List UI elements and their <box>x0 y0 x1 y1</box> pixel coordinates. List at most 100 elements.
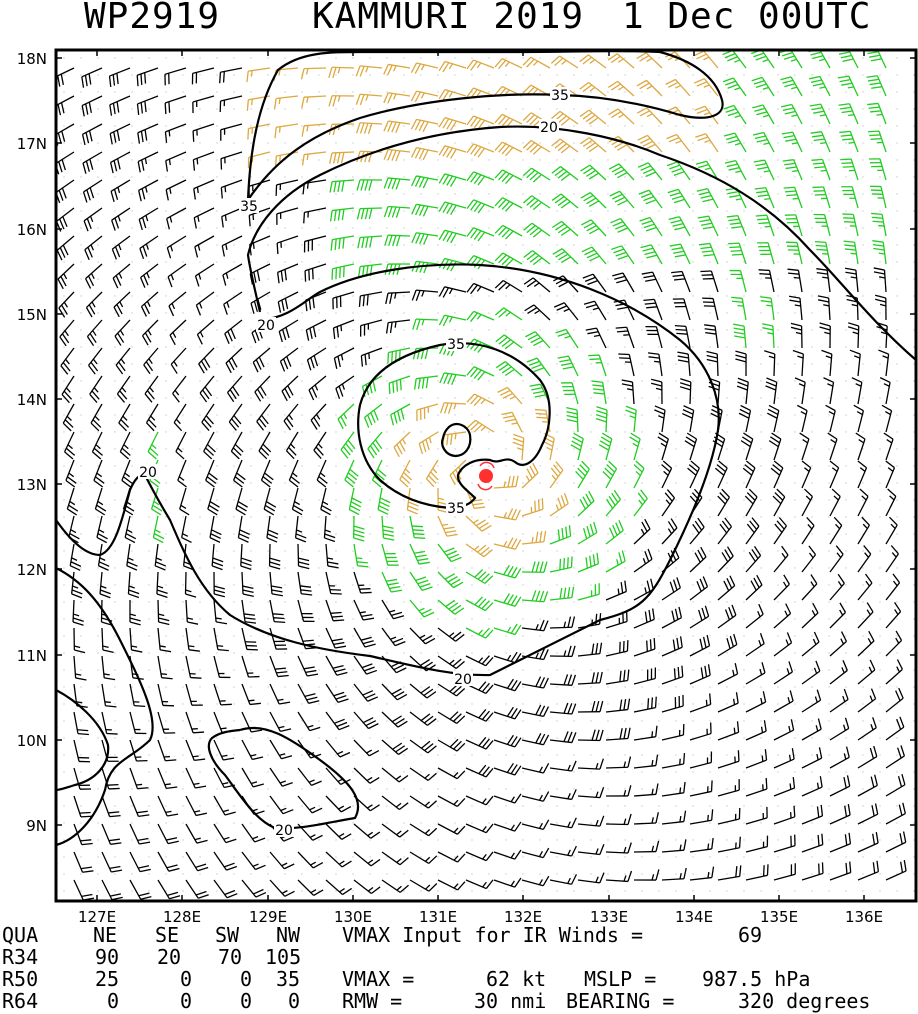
grid-dot <box>505 397 507 399</box>
grid-dot <box>488 448 490 450</box>
grid-dot <box>658 363 660 365</box>
grid-dot <box>335 465 337 467</box>
grid-dot <box>437 91 439 93</box>
grid-dot <box>811 74 813 76</box>
wind-barb <box>857 774 878 797</box>
grid-dot <box>896 261 898 263</box>
wind-barb <box>185 683 203 706</box>
grid-dot <box>760 414 762 416</box>
wind-barb <box>393 431 411 458</box>
grid-dot <box>607 74 609 76</box>
wind-barb <box>521 732 550 746</box>
grid-dot <box>301 720 303 722</box>
grid-dot <box>182 363 184 365</box>
grid-dot <box>828 516 830 518</box>
grid-dot <box>301 533 303 535</box>
grid-dot <box>811 329 813 331</box>
grid-dot <box>624 125 626 127</box>
wind-barb <box>101 711 118 735</box>
grid-dot <box>437 448 439 450</box>
grid-dot <box>233 550 235 552</box>
grid-dot <box>97 244 99 246</box>
grid-dot <box>114 414 116 416</box>
grid-dot <box>63 873 65 875</box>
grid-dot <box>403 737 405 739</box>
wind-barb <box>801 574 818 601</box>
wind-barb <box>129 795 150 817</box>
grid-dot <box>284 482 286 484</box>
grid-dot <box>896 108 898 110</box>
grid-dot <box>114 618 116 620</box>
grid-dot <box>743 703 745 705</box>
grid-dot <box>386 363 388 365</box>
grid-dot <box>488 652 490 654</box>
wind-barb <box>237 515 250 543</box>
grid-dot <box>590 890 592 892</box>
wind-barb <box>193 179 215 200</box>
grid-dot <box>148 618 150 620</box>
wind-barb <box>605 785 632 797</box>
grid-dot <box>369 448 371 450</box>
wind-barb <box>697 215 719 237</box>
grid-dot <box>437 754 439 756</box>
wind-barb <box>885 745 906 769</box>
grid-dot <box>216 329 218 331</box>
wind-barb <box>521 676 549 689</box>
grid-dot <box>148 720 150 722</box>
grid-dot <box>301 278 303 280</box>
grid-dot <box>199 737 201 739</box>
grid-dot <box>556 754 558 756</box>
grid-dot <box>760 533 762 535</box>
grid-dot <box>488 227 490 229</box>
grid-dot <box>97 159 99 161</box>
wind-barb <box>109 95 131 116</box>
r64-sw: 0 <box>240 989 253 1013</box>
grid-dot <box>505 754 507 756</box>
grid-dot <box>709 261 711 263</box>
grid-dot <box>913 176 915 178</box>
grid-dot <box>675 210 677 212</box>
grid-dot <box>454 57 456 59</box>
grid-dot <box>607 312 609 314</box>
grid-dot <box>811 754 813 756</box>
grid-dot <box>556 737 558 739</box>
grid-dot <box>216 210 218 212</box>
grid-dot <box>97 584 99 586</box>
grid-dot <box>267 108 269 110</box>
grid-dot <box>794 499 796 501</box>
grid-dot <box>896 652 898 654</box>
grid-dot <box>199 397 201 399</box>
wind-barb <box>442 431 467 446</box>
grid-dot <box>692 839 694 841</box>
grid-dot <box>131 839 133 841</box>
grid-dot <box>607 193 609 195</box>
grid-dot <box>352 74 354 76</box>
wind-barb <box>57 263 75 290</box>
grid-dot <box>845 414 847 416</box>
wind-barb <box>199 375 215 403</box>
grid-dot <box>743 261 745 263</box>
grid-dot <box>335 584 337 586</box>
grid-dot <box>794 448 796 450</box>
wind-barb <box>409 879 438 892</box>
grid-dot <box>845 329 847 331</box>
wind-barb <box>269 711 292 733</box>
wind-barb <box>621 379 635 405</box>
grid-dot <box>692 176 694 178</box>
r50-ne: 25 <box>95 967 120 991</box>
grid-dot <box>97 652 99 654</box>
bearing-label: BEARING = <box>566 989 675 1013</box>
grid-dot <box>845 91 847 93</box>
grid-dot <box>539 788 541 790</box>
grid-dot <box>233 720 235 722</box>
grid-dot <box>607 873 609 875</box>
grid-dot <box>63 465 65 467</box>
wind-barb <box>780 76 803 97</box>
grid-dot <box>658 431 660 433</box>
wind-barb <box>605 580 627 601</box>
wind-barb <box>323 515 336 543</box>
grid-dot <box>590 108 592 110</box>
grid-dot <box>556 210 558 212</box>
grid-dot <box>80 465 82 467</box>
grid-dot <box>131 414 133 416</box>
